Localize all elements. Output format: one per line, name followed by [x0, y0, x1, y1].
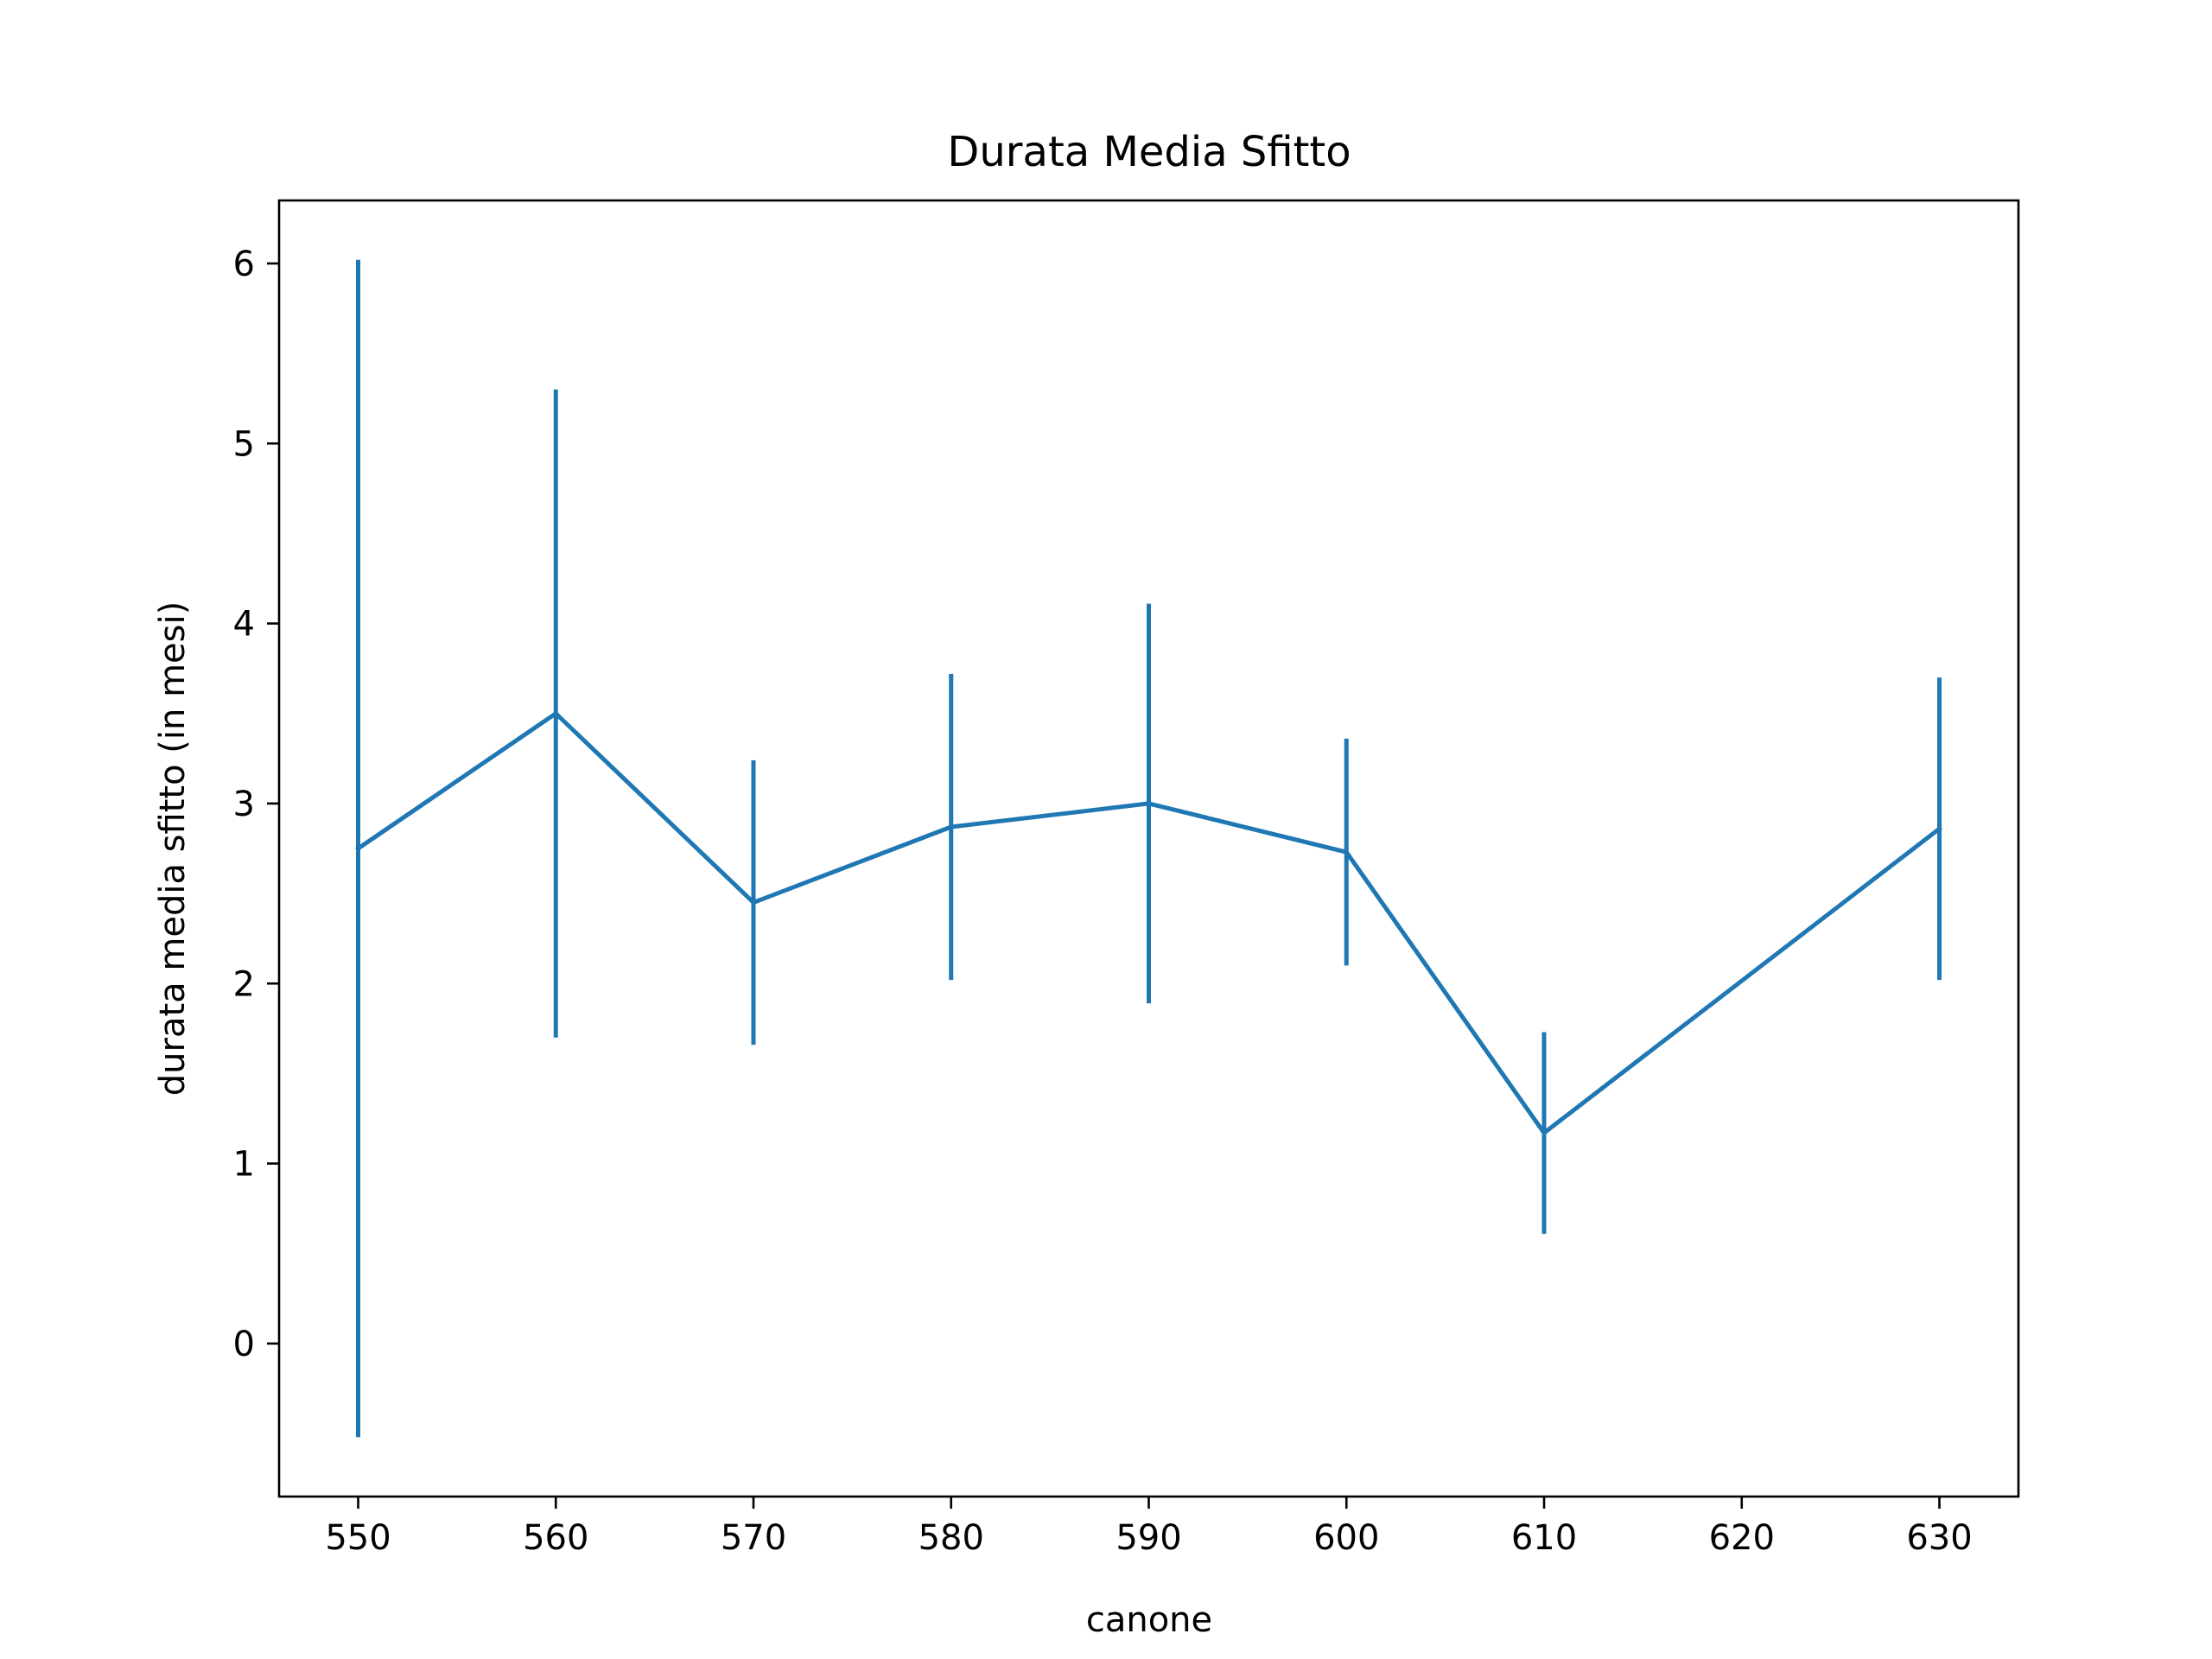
y-tick-label: 6: [233, 245, 255, 284]
x-tick-label: 550: [325, 1518, 391, 1558]
plot-area: 550 560 570 580 590 600 610 620 630 0 1 2 3 4 5 6: [233, 245, 1973, 1558]
x-tick-label: 620: [1709, 1518, 1775, 1558]
x-tick-label: 570: [721, 1518, 786, 1558]
chart-title: Durata Media Sfitto: [947, 128, 1351, 176]
x-axis-title: canone: [1086, 1600, 1212, 1640]
x-tick-label: 560: [523, 1518, 588, 1558]
y-tick-label: 0: [233, 1325, 255, 1364]
y-tick-label: 5: [233, 424, 255, 464]
x-tick-label: 580: [918, 1518, 984, 1558]
y-tick-label: 3: [233, 785, 255, 824]
y-tick-label: 4: [233, 605, 255, 645]
y-tick-label: 2: [233, 964, 255, 1004]
y-tick-label: 1: [233, 1145, 255, 1185]
x-tick-label: 600: [1313, 1518, 1379, 1558]
series-line: [355, 711, 1943, 1135]
plot-frame: [277, 199, 2020, 1498]
x-tick-label: 610: [1511, 1518, 1577, 1558]
y-axis-title: durata media sfitto (in mesi): [153, 601, 193, 1096]
x-tick-label: 630: [1906, 1518, 1972, 1558]
x-tick-label: 590: [1116, 1518, 1181, 1558]
